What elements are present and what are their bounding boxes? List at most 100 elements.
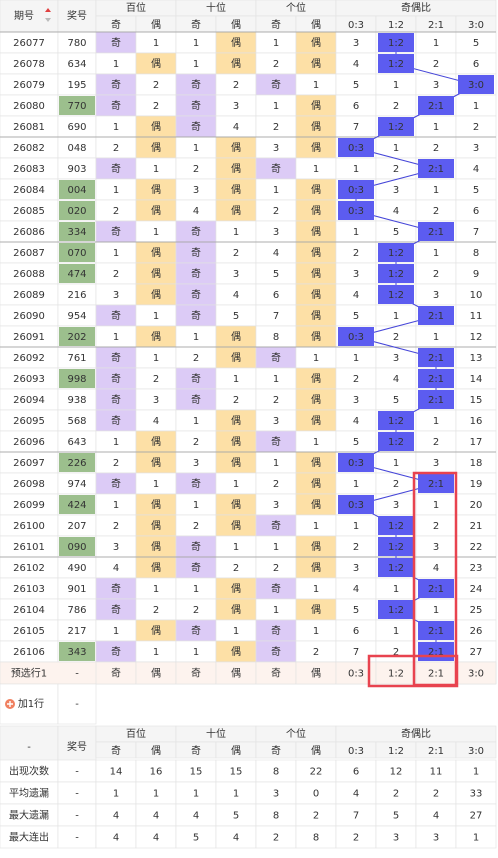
miss-count: 6 xyxy=(473,206,479,217)
preselect-option[interactable]: 偶 xyxy=(231,667,241,680)
preselect-option[interactable]: 1:2 xyxy=(388,669,404,680)
miss-count: 5 xyxy=(473,38,479,49)
add-row-button[interactable]: 加1行 xyxy=(18,697,44,710)
stats-value: 5 xyxy=(393,811,399,822)
number: 974 xyxy=(67,479,86,490)
pair-mark xyxy=(59,201,95,220)
miss-count: 18 xyxy=(470,458,483,469)
stats-value: 4 xyxy=(233,833,239,844)
hit-text: 偶 xyxy=(311,225,321,238)
miss-count: 1 xyxy=(473,101,479,112)
miss-count: 15 xyxy=(470,395,483,406)
preselect-option[interactable]: 奇 xyxy=(111,667,121,680)
sub-title: 3:0 xyxy=(468,746,484,757)
hit-text: 偶 xyxy=(151,246,161,259)
hit-text: 奇 xyxy=(271,351,281,364)
miss-count: 1 xyxy=(313,584,319,595)
miss-count: 2 xyxy=(153,101,159,112)
hit-text: 奇 xyxy=(111,351,121,364)
hit-text: 偶 xyxy=(151,288,161,301)
preselect-option[interactable]: 奇 xyxy=(191,667,201,680)
miss-count: 4 xyxy=(353,290,359,301)
hit-text: 0:3 xyxy=(348,332,364,343)
hit-text: 1:2 xyxy=(388,248,404,259)
hit-text: 1:2 xyxy=(388,290,404,301)
sub-header xyxy=(455,741,497,759)
miss-count: 2 xyxy=(433,206,439,217)
sub-title: 偶 xyxy=(151,744,161,757)
hit-text: 1:2 xyxy=(388,542,404,553)
ratio-hit xyxy=(378,243,414,262)
stats-value: 14 xyxy=(110,767,123,778)
hit-text: 偶 xyxy=(151,540,161,553)
miss-count: 1 xyxy=(273,458,279,469)
number: 938 xyxy=(67,395,86,406)
group-title: 百位 xyxy=(126,727,146,740)
preselect-option[interactable]: 2:1 xyxy=(428,669,444,680)
miss-count: 7 xyxy=(473,227,479,238)
miss-count: 2 xyxy=(473,122,479,133)
number: 020 xyxy=(67,206,86,217)
preselect-option[interactable]: 3:0 xyxy=(468,669,484,680)
preselect-option[interactable]: 奇 xyxy=(271,667,281,680)
stats-value: 4 xyxy=(153,811,159,822)
number: 207 xyxy=(67,521,86,532)
miss-count: 3 xyxy=(233,269,239,280)
miss-count: 3 xyxy=(113,542,119,553)
miss-count: 4 xyxy=(113,563,119,574)
miss-count: 1 xyxy=(313,353,319,364)
hit-text: 偶 xyxy=(311,603,321,616)
hit-text: 奇 xyxy=(271,582,281,595)
miss-count: 1 xyxy=(153,311,159,322)
hit-text: 3:0 xyxy=(468,80,484,91)
miss-count: 1 xyxy=(113,332,119,343)
stats-value: 5 xyxy=(233,811,239,822)
hit-text: 奇 xyxy=(271,645,281,658)
hit-text: 0:3 xyxy=(348,206,364,217)
hit-text: 奇 xyxy=(271,78,281,91)
number: 474 xyxy=(67,269,86,280)
number: 998 xyxy=(67,374,86,385)
ratio-hit xyxy=(338,180,374,199)
preselect-option[interactable]: 偶 xyxy=(151,667,161,680)
hit-text: 奇 xyxy=(111,162,121,175)
hit-text: 0:3 xyxy=(348,500,364,511)
preselect-option[interactable]: 0:3 xyxy=(348,669,364,680)
period: 26095 xyxy=(13,416,45,427)
ratio-hit xyxy=(418,348,454,367)
miss-count: 1 xyxy=(393,143,399,154)
miss-count: 2 xyxy=(193,353,199,364)
miss-count: 2 xyxy=(313,647,319,658)
hit-text: 偶 xyxy=(151,561,161,574)
number: 954 xyxy=(67,311,86,322)
miss-count: 3 xyxy=(393,500,399,511)
hit-text: 偶 xyxy=(311,330,321,343)
miss-count: 5 xyxy=(393,227,399,238)
miss-count: 9 xyxy=(473,269,479,280)
hit-text: 偶 xyxy=(151,624,161,637)
miss-count: 8 xyxy=(273,332,279,343)
miss-count: 2 xyxy=(393,332,399,343)
stats-value: 1 xyxy=(233,789,239,800)
hit-text: 奇 xyxy=(271,519,281,532)
period: 26090 xyxy=(13,311,45,322)
number: 786 xyxy=(67,605,86,616)
hit-text: 偶 xyxy=(151,120,161,133)
period: 26086 xyxy=(13,227,45,238)
hit-text: 2:1 xyxy=(428,164,444,175)
miss-count: 2 xyxy=(153,374,159,385)
period: 26084 xyxy=(13,185,45,196)
hit-text: 2:1 xyxy=(428,101,444,112)
miss-count: 4 xyxy=(153,416,159,427)
hit-text: 偶 xyxy=(231,582,241,595)
sort-icon xyxy=(45,18,51,22)
period: 26081 xyxy=(13,122,45,133)
miss-count: 1 xyxy=(313,164,319,175)
miss-count: 4 xyxy=(193,206,199,217)
ratio-hit xyxy=(418,390,454,409)
preselect-option[interactable]: 偶 xyxy=(311,667,321,680)
miss-count: 1 xyxy=(353,521,359,532)
miss-count: 3 xyxy=(433,290,439,301)
miss-count: 1 xyxy=(153,227,159,238)
